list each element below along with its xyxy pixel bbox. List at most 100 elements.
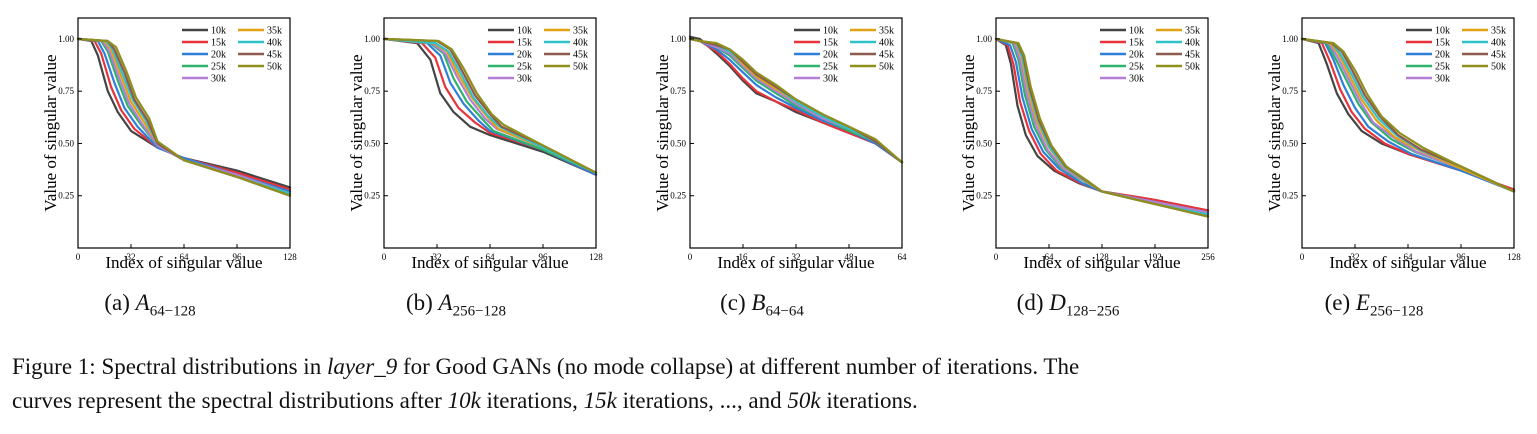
- x-axis-label: Index of singular value: [105, 253, 262, 272]
- series-line-25k: [382, 37, 598, 174]
- series-line-40k: [76, 37, 292, 195]
- legend-label-10k: 10k: [823, 26, 838, 37]
- series-line-25k: [76, 37, 292, 195]
- y-tick-label: 0.25: [670, 191, 686, 201]
- subcaption-label: (a): [104, 290, 130, 315]
- y-tick-label: 1.00: [976, 34, 992, 44]
- caption-line-2: curves represent the spectral distributi…: [12, 384, 1527, 418]
- caption-math: 10k: [447, 388, 481, 413]
- x-tick-label: 16: [739, 252, 749, 262]
- legend-label-40k: 40k: [573, 38, 588, 49]
- x-tick-label: 0: [994, 252, 999, 262]
- y-axis-label: Value of singular value: [653, 54, 672, 211]
- chart-d: 0.25 0.50 0.75 1.00 0 64 128 192 256 Index of sin…: [959, 17, 1215, 272]
- legend-label-30k: 30k: [517, 74, 532, 85]
- x-tick-label: 64: [180, 252, 190, 262]
- series-line-35k: [1300, 37, 1516, 193]
- x-axis-label: Index of singular value: [1329, 253, 1486, 272]
- legend-label-10k: 10k: [211, 26, 226, 37]
- subcaption-d: (d) D128−256: [918, 290, 1218, 321]
- series-line-35k: [382, 37, 598, 174]
- legend-label-20k: 20k: [211, 50, 226, 61]
- legend-label-45k: 45k: [1185, 50, 1200, 61]
- y-tick-label: 0.75: [1282, 86, 1298, 96]
- caption-math: layer_9: [326, 354, 398, 379]
- panel-d: 0.25 0.50 0.75 1.00 0 64 128 192 256 Index of sin…: [918, 0, 1218, 330]
- y-tick-label: 0.75: [976, 86, 992, 96]
- x-tick-label: 0: [1300, 252, 1305, 262]
- subcaption-symbol: A: [438, 290, 453, 315]
- legend-label-35k: 35k: [573, 26, 588, 37]
- legend-label-45k: 45k: [267, 50, 282, 61]
- series-line-10k: [382, 37, 598, 176]
- y-tick-label: 1.00: [364, 34, 380, 44]
- series-line-50k: [994, 37, 1210, 218]
- x-tick-label: 64: [898, 252, 908, 262]
- series-line-15k: [76, 37, 292, 191]
- subcaption-label: (e): [1324, 290, 1351, 315]
- plot-frame: [995, 17, 1209, 249]
- legend-label-40k: 40k: [879, 38, 894, 49]
- x-tick-label: 128: [589, 252, 603, 262]
- y-axis-label: Value of singular value: [1265, 54, 1284, 211]
- x-tick-label: 96: [233, 252, 243, 262]
- subcaption-subscript: 128−256: [1065, 303, 1120, 320]
- x-tick-label: 128: [283, 252, 297, 262]
- panel-b: 0.25 0.50 0.75 1.00 0 32 64 96 128 Index of singu…: [306, 0, 606, 330]
- subcaption-symbol: E: [1355, 290, 1370, 315]
- series-group: [688, 35, 904, 164]
- panel-e: 0.25 0.50 0.75 1.00 0 32 64 96 128 Index of singu…: [1224, 0, 1524, 330]
- y-axis-label: Value of singular value: [41, 54, 60, 211]
- y-tick-label: 0.50: [364, 138, 380, 148]
- subcaption-c: (c) B64−64: [612, 290, 912, 321]
- subcaption-symbol: A: [135, 290, 150, 315]
- x-tick-label: 32: [792, 252, 801, 262]
- legend-label-50k: 50k: [573, 62, 588, 73]
- legend-label-50k: 50k: [1185, 62, 1200, 73]
- x-axis-label: Index of singular value: [717, 253, 874, 272]
- subcaption-symbol: B: [751, 290, 766, 315]
- legend-label-15k: 15k: [823, 38, 838, 49]
- x-tick-label: 48: [845, 252, 855, 262]
- x-tick-label: 96: [1457, 252, 1467, 262]
- series-line-20k: [1300, 37, 1516, 193]
- series-line-20k: [76, 37, 292, 193]
- subcaption-label: (b): [405, 290, 433, 315]
- legend-label-10k: 10k: [1435, 26, 1450, 37]
- subcaption-b: (b) A256−128: [306, 290, 606, 321]
- subcaption-label: (d): [1016, 290, 1044, 315]
- legend-label-35k: 35k: [1185, 26, 1200, 37]
- legend-label-30k: 30k: [823, 74, 838, 85]
- caption-math: 15k: [583, 388, 617, 413]
- subcaption-subscript: 64−64: [765, 303, 804, 320]
- y-tick-label: 0.50: [976, 138, 992, 148]
- legend-label-20k: 20k: [823, 50, 838, 61]
- subcaption-symbol: D: [1049, 290, 1066, 315]
- x-axis-label: Index of singular value: [411, 253, 568, 272]
- legend-label-15k: 15k: [517, 38, 532, 49]
- legend-label-35k: 35k: [879, 26, 894, 37]
- y-tick-label: 0.25: [1282, 191, 1298, 201]
- subcaption-subscript: 256−128: [1369, 303, 1424, 320]
- y-tick-label: 0.25: [364, 191, 380, 201]
- series-line-30k: [1300, 37, 1516, 193]
- x-tick-label: 32: [433, 252, 442, 262]
- caption-text: iterations, ..., and: [616, 388, 788, 413]
- caption-text: for Good GANs (no mode collapse) at diff…: [397, 354, 1080, 379]
- legend-label-50k: 50k: [1491, 62, 1506, 73]
- legend-label-20k: 20k: [1129, 50, 1144, 61]
- caption-text: Figure 1: Spectral distributions in: [12, 354, 327, 379]
- series-group: [1300, 37, 1516, 193]
- series-line-40k: [382, 37, 598, 174]
- chart-b: 0.25 0.50 0.75 1.00 0 32 64 96 128 Index of singu…: [347, 17, 603, 272]
- legend-label-50k: 50k: [267, 62, 282, 73]
- legend-label-25k: 25k: [1129, 62, 1144, 73]
- y-axis-label: Value of singular value: [347, 54, 366, 211]
- chart-c: 0.25 0.50 0.75 1.00 0 16 32 48 64 Index of singul…: [653, 17, 908, 272]
- y-tick-label: 0.75: [670, 86, 686, 96]
- x-tick-label: 128: [1507, 252, 1521, 262]
- figure-row: 0.25 0.50 0.75 1.00 0 32 64 96 128 Index of singu…: [41, 0, 1524, 330]
- legend-label-10k: 10k: [1129, 26, 1144, 37]
